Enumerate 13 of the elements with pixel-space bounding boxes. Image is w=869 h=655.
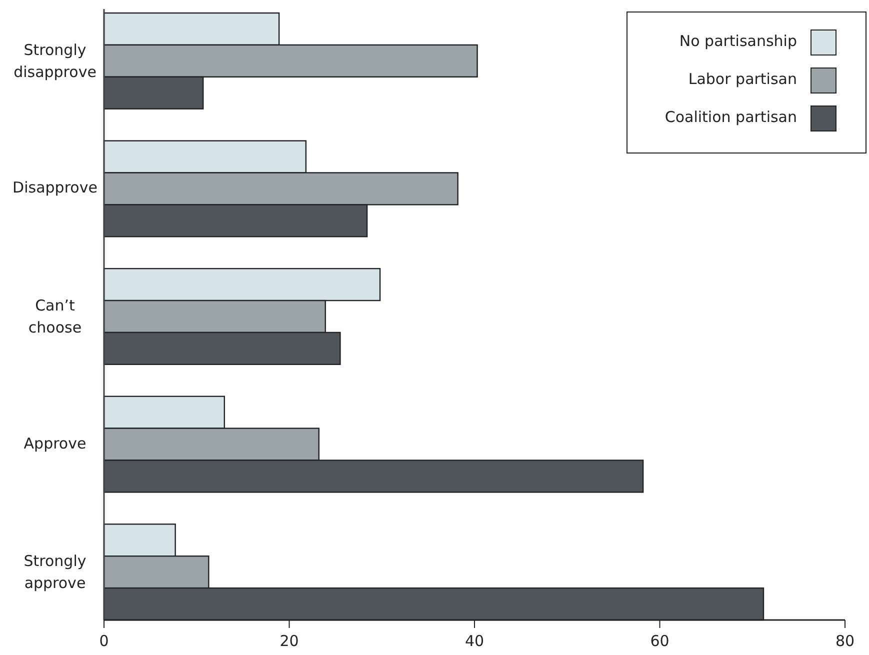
y-tick-label: Strongly approve	[24, 552, 86, 592]
x-tick-label: 80	[835, 632, 855, 650]
legend-label: Coalition partisan	[664, 108, 797, 126]
y-tick-label: Disapprove	[12, 178, 98, 197]
x-tick-label: 60	[650, 632, 670, 650]
legend-label: No partisanship	[679, 32, 797, 50]
legend-label: Labor partisan	[688, 70, 797, 88]
y-tick-label: Can’t choose	[28, 296, 82, 337]
y-tick-label: Approve	[24, 434, 86, 452]
x-tick-label: 40	[464, 632, 484, 650]
x-tick-label: 20	[280, 632, 299, 650]
x-tick-label: 0	[99, 632, 109, 650]
y-tick-label: Strongly disapprove	[14, 41, 96, 82]
